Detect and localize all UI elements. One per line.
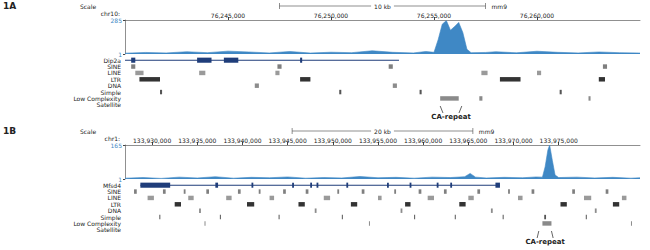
svg-text:20 kb: 20 kb (374, 128, 391, 135)
svg-text:133,965,000: 133,965,000 (449, 137, 487, 144)
svg-text:Satellite: Satellite (96, 101, 121, 108)
svg-text:133,940,000: 133,940,000 (223, 137, 261, 144)
svg-text:Scale: Scale (80, 3, 96, 10)
svg-text:mm9: mm9 (479, 128, 495, 135)
svg-text:165: 165 (111, 142, 123, 149)
svg-text:76,245,000: 76,245,000 (211, 12, 246, 19)
svg-text:DNA: DNA (107, 207, 121, 215)
svg-text:Low Complexity: Low Complexity (73, 219, 121, 227)
svg-text:133,970,000: 133,970,000 (494, 137, 532, 144)
svg-text:chr1:: chr1: (105, 135, 120, 142)
svg-text:mm9: mm9 (492, 3, 508, 10)
svg-text:133,975,000: 133,975,000 (540, 137, 578, 144)
svg-text:285: 285 (111, 17, 123, 24)
svg-text:Scale: Scale (80, 128, 96, 135)
svg-text:DNA: DNA (107, 82, 121, 90)
svg-text:133,945,000: 133,945,000 (269, 137, 307, 144)
svg-text:133,930,000: 133,930,000 (133, 137, 171, 144)
svg-text:1: 1 (118, 175, 122, 183)
svg-text:10 kb: 10 kb (374, 3, 391, 10)
svg-text:Low Complexity: Low Complexity (73, 94, 121, 102)
svg-text:1B: 1B (3, 126, 16, 136)
svg-text:Simple: Simple (100, 88, 121, 96)
svg-text:Simple: Simple (100, 213, 121, 221)
svg-text:chr10:: chr10: (101, 10, 120, 17)
svg-text:SINE: SINE (107, 63, 121, 71)
svg-text:LINE: LINE (107, 194, 121, 202)
svg-text:LINE: LINE (107, 69, 121, 77)
svg-text:1: 1 (118, 50, 122, 58)
svg-text:133,950,000: 133,950,000 (314, 137, 352, 144)
svg-text:1A: 1A (3, 1, 16, 11)
svg-text:76,255,000: 76,255,000 (417, 12, 452, 19)
svg-text:Mfsd4: Mfsd4 (103, 181, 121, 189)
svg-text:LTR: LTR (110, 75, 121, 83)
svg-text:LTR: LTR (110, 200, 121, 208)
svg-text:133,960,000: 133,960,000 (404, 137, 442, 144)
svg-text:133,955,000: 133,955,000 (359, 137, 397, 144)
svg-text:CA-repeat: CA-repeat (431, 113, 471, 121)
svg-text:CA-repeat: CA-repeat (525, 238, 565, 246)
svg-text:Dip2a: Dip2a (103, 56, 121, 64)
svg-text:76,250,000: 76,250,000 (314, 12, 349, 19)
svg-text:133,935,000: 133,935,000 (178, 137, 216, 144)
svg-text:SINE: SINE (107, 188, 121, 196)
svg-text:76,260,000: 76,260,000 (520, 12, 555, 19)
svg-text:Satellite: Satellite (96, 226, 121, 233)
